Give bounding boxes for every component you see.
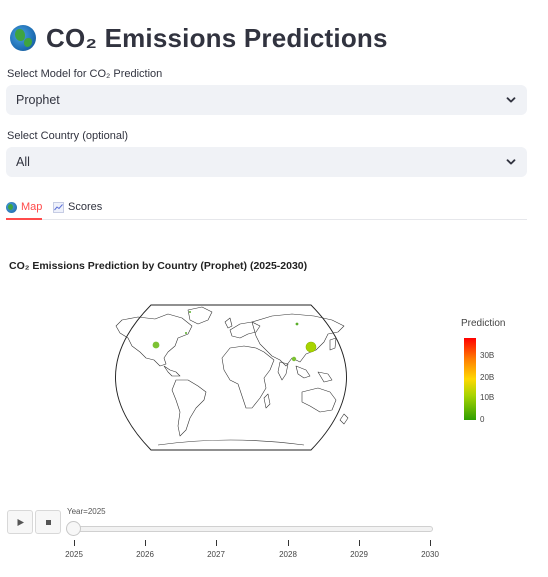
chart-title: CO₂ Emissions Prediction by Country (Pro… bbox=[9, 260, 308, 272]
tab-scores[interactable]: Scores bbox=[53, 195, 102, 219]
chart-icon bbox=[53, 201, 64, 213]
country-select[interactable]: All bbox=[6, 147, 527, 177]
year-tick bbox=[288, 540, 289, 546]
map-frame bbox=[115, 304, 347, 451]
year-tick-label[interactable]: 2027 bbox=[207, 550, 225, 559]
year-tick bbox=[74, 540, 75, 546]
marker-china[interactable] bbox=[305, 341, 317, 353]
chevron-down-icon bbox=[506, 97, 516, 103]
play-button[interactable] bbox=[7, 510, 33, 534]
year-tick-label[interactable]: 2030 bbox=[421, 550, 439, 559]
year-tick-label[interactable]: 2026 bbox=[136, 550, 154, 559]
colorbar-title: Prediction bbox=[461, 318, 506, 329]
model-select[interactable]: Prophet bbox=[6, 85, 527, 115]
coastlines bbox=[115, 306, 349, 446]
marker-russia[interactable] bbox=[295, 322, 299, 326]
year-tick bbox=[145, 540, 146, 546]
colorbar bbox=[464, 338, 476, 420]
country-select-label: Select Country (optional) bbox=[7, 130, 129, 142]
chevron-down-icon bbox=[506, 159, 516, 165]
country-select-value: All bbox=[16, 155, 30, 169]
play-icon bbox=[17, 518, 24, 526]
year-tick bbox=[216, 540, 217, 546]
marker-india[interactable] bbox=[291, 356, 297, 362]
page-header: CO₂ Emissions Predictions bbox=[10, 20, 388, 56]
globe-icon bbox=[6, 201, 17, 213]
year-tick bbox=[430, 540, 431, 546]
marker-usa[interactable] bbox=[152, 341, 160, 349]
marker-small-1[interactable] bbox=[185, 332, 187, 334]
world-map[interactable] bbox=[80, 300, 382, 455]
colorbar-tick: 30B bbox=[480, 351, 495, 360]
model-select-value: Prophet bbox=[16, 93, 60, 107]
model-select-label: Select Model for CO₂ Prediction bbox=[7, 68, 163, 80]
emission-markers[interactable] bbox=[152, 311, 317, 362]
globe-icon bbox=[10, 25, 36, 51]
year-tick-label[interactable]: 2025 bbox=[65, 550, 83, 559]
marker-small-2[interactable] bbox=[189, 311, 191, 313]
tab-bar: Map Scores bbox=[6, 195, 527, 220]
colorbar-tick: 20B bbox=[480, 373, 495, 382]
tab-map[interactable]: Map bbox=[6, 195, 43, 220]
tab-map-label: Map bbox=[21, 201, 43, 213]
year-tick bbox=[359, 540, 360, 546]
year-tick-label[interactable]: 2028 bbox=[279, 550, 297, 559]
page-title: CO₂ Emissions Predictions bbox=[46, 22, 388, 53]
stop-button[interactable] bbox=[35, 510, 61, 534]
year-slider-handle[interactable] bbox=[66, 521, 81, 536]
year-slider-label: Year=2025 bbox=[67, 507, 106, 516]
tab-scores-label: Scores bbox=[68, 201, 103, 213]
colorbar-tick: 10B bbox=[480, 393, 495, 402]
year-tick-label[interactable]: 2029 bbox=[350, 550, 368, 559]
stop-icon bbox=[45, 519, 51, 525]
colorbar-tick: 0 bbox=[480, 415, 485, 424]
year-slider-track[interactable] bbox=[66, 526, 433, 532]
